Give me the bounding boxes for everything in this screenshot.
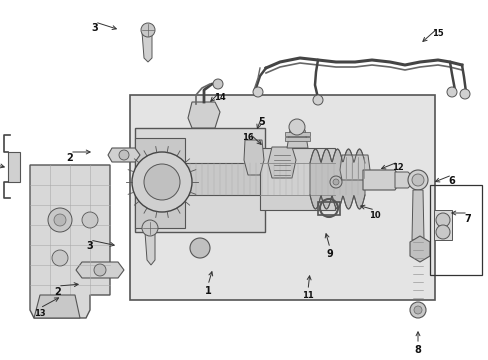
Circle shape (158, 158, 185, 186)
Circle shape (143, 164, 180, 200)
Circle shape (329, 176, 341, 188)
Bar (429, 185, 481, 275)
Polygon shape (184, 163, 359, 195)
Text: 3: 3 (86, 241, 93, 251)
Polygon shape (260, 148, 334, 210)
Circle shape (407, 170, 427, 190)
Polygon shape (135, 138, 184, 228)
Circle shape (94, 264, 106, 276)
Text: 5: 5 (258, 117, 265, 127)
Text: 1: 1 (204, 286, 211, 296)
Circle shape (54, 214, 66, 226)
Polygon shape (76, 262, 124, 278)
Polygon shape (34, 295, 80, 318)
Polygon shape (339, 155, 369, 180)
Circle shape (190, 238, 209, 258)
Polygon shape (130, 95, 434, 300)
Circle shape (52, 250, 68, 266)
Polygon shape (362, 170, 397, 190)
Text: 12: 12 (391, 163, 403, 172)
Circle shape (143, 190, 160, 206)
Circle shape (48, 208, 72, 232)
Polygon shape (145, 232, 155, 265)
Text: 9: 9 (326, 249, 333, 259)
Polygon shape (142, 32, 152, 62)
Circle shape (435, 213, 449, 227)
Circle shape (288, 119, 305, 135)
Circle shape (435, 225, 449, 239)
Text: 3: 3 (91, 23, 98, 33)
Polygon shape (135, 128, 264, 232)
Polygon shape (108, 148, 140, 162)
Polygon shape (285, 137, 309, 141)
Text: 10: 10 (368, 211, 380, 220)
Text: 8: 8 (414, 345, 421, 355)
Circle shape (413, 306, 421, 314)
Circle shape (252, 87, 263, 97)
Polygon shape (309, 149, 364, 209)
Polygon shape (411, 190, 423, 240)
Circle shape (119, 150, 129, 160)
Polygon shape (187, 102, 220, 128)
Text: 11: 11 (302, 292, 313, 301)
Polygon shape (267, 147, 295, 178)
Circle shape (409, 302, 425, 318)
Polygon shape (394, 172, 411, 188)
Text: 15: 15 (431, 30, 443, 39)
Polygon shape (244, 140, 264, 175)
Text: 2: 2 (55, 287, 61, 297)
Text: 14: 14 (214, 94, 225, 103)
Circle shape (163, 190, 180, 206)
Circle shape (459, 89, 469, 99)
Circle shape (132, 152, 192, 212)
Polygon shape (8, 152, 20, 182)
Text: 2: 2 (66, 153, 73, 163)
Text: 16: 16 (242, 134, 253, 143)
Text: 13: 13 (34, 310, 46, 319)
Text: 6: 6 (447, 176, 454, 186)
Text: 7: 7 (464, 214, 470, 224)
Circle shape (312, 95, 323, 105)
Polygon shape (30, 165, 110, 318)
Circle shape (332, 179, 338, 185)
Circle shape (142, 220, 158, 236)
Polygon shape (285, 132, 309, 136)
Polygon shape (286, 130, 307, 148)
Circle shape (411, 174, 423, 186)
Circle shape (446, 87, 456, 97)
Circle shape (82, 212, 98, 228)
Circle shape (141, 23, 155, 37)
Polygon shape (409, 236, 429, 262)
Polygon shape (433, 210, 451, 240)
Circle shape (138, 158, 165, 186)
Circle shape (213, 79, 223, 89)
